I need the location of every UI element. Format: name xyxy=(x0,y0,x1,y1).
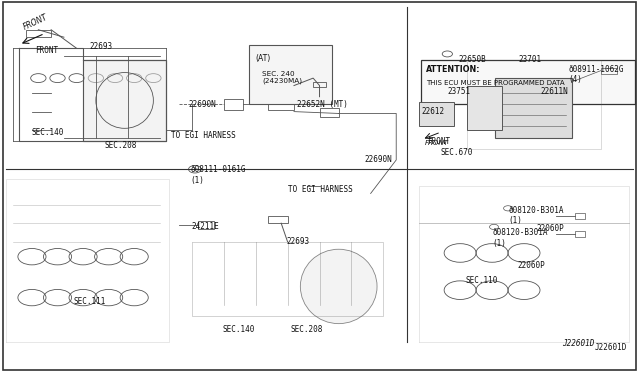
Bar xyxy=(268,216,287,223)
Text: SEC. 240
(24230MA): SEC. 240 (24230MA) xyxy=(262,71,302,84)
Bar xyxy=(223,99,243,110)
Text: ATTENTION:: ATTENTION: xyxy=(426,65,480,74)
Text: (AT): (AT) xyxy=(255,54,271,63)
Bar xyxy=(26,30,51,37)
Bar xyxy=(420,60,635,104)
Bar xyxy=(268,99,294,110)
Text: ð08120-B301A
(1): ð08120-B301A (1) xyxy=(508,206,564,225)
Text: SEC.140: SEC.140 xyxy=(32,128,65,137)
Text: 23701: 23701 xyxy=(519,55,542,64)
Text: 22693: 22693 xyxy=(90,42,113,51)
Text: 24211E: 24211E xyxy=(192,222,220,231)
Text: 22693: 22693 xyxy=(286,237,309,246)
Text: FRONT: FRONT xyxy=(425,140,449,146)
Ellipse shape xyxy=(300,249,377,324)
Text: TO EGI HARNESS: TO EGI HARNESS xyxy=(287,185,353,194)
Text: 22612: 22612 xyxy=(421,107,444,116)
Text: 22690N: 22690N xyxy=(189,100,216,109)
Text: SEC.111: SEC.111 xyxy=(74,297,106,306)
Text: SEC.110: SEC.110 xyxy=(465,276,498,285)
Text: SEC.670: SEC.670 xyxy=(441,148,474,157)
Text: 22611N: 22611N xyxy=(540,87,568,96)
Text: 22650B: 22650B xyxy=(458,55,486,64)
Text: TO EGI HARNESS: TO EGI HARNESS xyxy=(172,131,236,140)
Text: ð08911-1062G
(4): ð08911-1062G (4) xyxy=(569,65,624,84)
Text: 22060P: 22060P xyxy=(537,224,564,233)
Text: SEC.208: SEC.208 xyxy=(291,325,323,334)
Bar xyxy=(249,45,332,104)
Text: 22060P: 22060P xyxy=(518,262,545,270)
Text: 22690N: 22690N xyxy=(364,155,392,164)
Bar xyxy=(313,82,326,87)
Polygon shape xyxy=(83,60,166,141)
Bar xyxy=(495,78,572,138)
Bar xyxy=(575,213,585,219)
Bar xyxy=(319,108,339,117)
Text: FRONT: FRONT xyxy=(427,137,450,146)
Text: FRONT: FRONT xyxy=(22,13,49,32)
Text: SEC.140: SEC.140 xyxy=(222,325,255,334)
Text: 22652N (MT): 22652N (MT) xyxy=(297,100,348,109)
Bar xyxy=(575,231,585,237)
Text: THIS ECU MUST BE PROGRAMMED DATA: THIS ECU MUST BE PROGRAMMED DATA xyxy=(426,80,564,86)
Text: ð08120-B301A
(1): ð08120-B301A (1) xyxy=(492,228,548,248)
Text: SEC.208: SEC.208 xyxy=(104,141,136,150)
Bar xyxy=(467,86,502,130)
Bar xyxy=(419,102,454,126)
Text: J22601D: J22601D xyxy=(595,343,627,352)
Text: 23751: 23751 xyxy=(447,87,470,96)
Bar xyxy=(198,221,214,229)
Text: J22601D: J22601D xyxy=(562,339,595,348)
Text: ð08111-0161G
(1): ð08111-0161G (1) xyxy=(191,165,246,185)
Bar xyxy=(601,68,617,74)
Text: FRONT: FRONT xyxy=(35,46,58,55)
